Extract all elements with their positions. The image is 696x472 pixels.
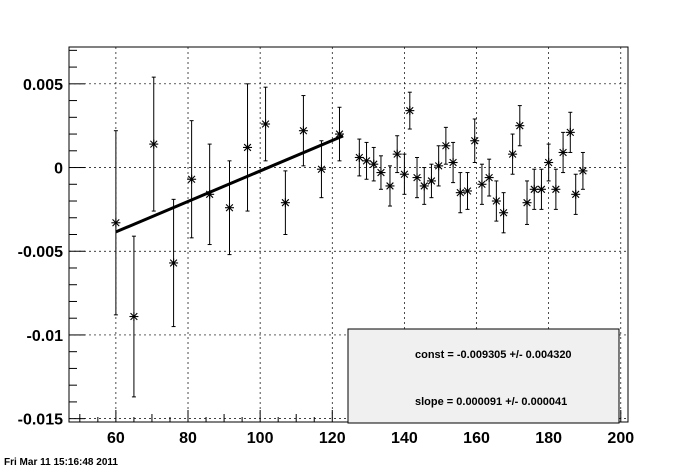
data-point-marker — [578, 166, 588, 176]
fit-slope-label: slope = 0.000091 +/- 0.000041 — [415, 396, 567, 408]
data-point-marker — [484, 173, 494, 183]
data-point-marker — [169, 258, 179, 268]
data-point-marker — [470, 136, 480, 146]
data-point-marker — [280, 198, 290, 208]
data-point-marker — [565, 127, 575, 137]
data-point-marker — [354, 152, 364, 162]
data-point-marker — [316, 164, 326, 174]
data-point-marker — [455, 188, 465, 198]
x-tick-label: 180 — [535, 430, 562, 447]
data-point-marker — [515, 121, 525, 131]
y-tick-label: 0.005 — [23, 77, 63, 94]
y-tick-label: -0.005 — [18, 244, 63, 261]
data-point-marker — [544, 158, 554, 168]
data-point-marker — [441, 141, 451, 151]
x-tick-label: 120 — [319, 430, 346, 447]
data-point-marker — [571, 189, 581, 199]
data-point-marker — [385, 181, 395, 191]
fit-const-label: const = -0.009305 +/- 0.004320 — [415, 349, 572, 361]
data-point-marker — [522, 198, 532, 208]
x-tick-label: 140 — [391, 430, 418, 447]
fit-parameters-box: const = -0.009305 +/- 0.004320 slope = 0… — [347, 328, 620, 424]
y-tick-label: -0.01 — [27, 328, 64, 345]
fit-box-frame — [347, 328, 620, 424]
timestamp-label: Fri Mar 11 15:16:48 2011 — [4, 457, 118, 468]
data-point-marker — [426, 176, 436, 186]
y-tick-label: -0.015 — [18, 412, 63, 429]
data-points — [111, 106, 588, 322]
data-point-marker — [298, 126, 308, 136]
data-point-marker — [412, 173, 422, 183]
y-tick-label: 0 — [54, 161, 63, 178]
data-point-marker — [477, 179, 487, 189]
data-point-marker — [129, 312, 139, 322]
x-tick-label: 60 — [107, 430, 125, 447]
data-point-marker — [558, 147, 568, 157]
data-point-marker — [551, 184, 561, 194]
fit-line — [115, 134, 344, 234]
data-point-marker — [111, 218, 121, 228]
data-point-marker — [419, 181, 429, 191]
data-point-marker — [243, 142, 253, 152]
x-tick-label: 200 — [607, 430, 634, 447]
data-point-marker — [261, 119, 271, 129]
x-tick-label: 160 — [463, 430, 490, 447]
data-point-marker — [463, 186, 473, 196]
data-point-marker — [149, 139, 159, 149]
data-point-marker — [434, 161, 444, 171]
data-point-marker — [448, 158, 458, 168]
x-tick-label: 100 — [247, 430, 274, 447]
data-point-marker — [362, 156, 372, 166]
data-point-marker — [536, 184, 546, 194]
data-point-marker — [499, 208, 509, 218]
data-point-marker — [405, 106, 415, 116]
data-point-marker — [399, 169, 409, 179]
data-point-marker — [369, 159, 379, 169]
data-point-marker — [187, 174, 197, 184]
fit-line-group — [115, 134, 344, 234]
data-point-marker — [508, 149, 518, 159]
x-tick-label: 80 — [179, 430, 197, 447]
data-point-marker — [224, 203, 234, 213]
data-point-marker — [392, 149, 402, 159]
data-point-marker — [376, 168, 386, 178]
data-point-marker — [491, 196, 501, 206]
